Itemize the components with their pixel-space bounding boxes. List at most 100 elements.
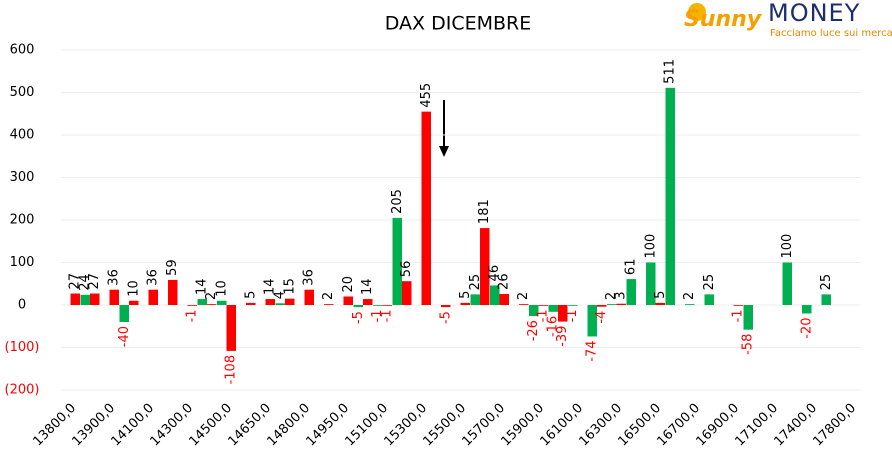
bar [402, 281, 412, 305]
data-label: -39 [555, 326, 570, 347]
bar [519, 304, 529, 305]
bar [538, 305, 548, 306]
bar [119, 305, 129, 322]
y-tick-label: (100) [5, 340, 40, 355]
y-tick-label: 0 [18, 298, 26, 313]
data-label: 511 [663, 59, 678, 84]
bar [665, 87, 675, 305]
data-label: 100 [643, 234, 658, 259]
bar [304, 289, 314, 305]
bar [168, 279, 178, 305]
data-label: 15 [282, 278, 297, 295]
y-tick-label: 400 [10, 128, 35, 143]
data-label: -1 [185, 309, 200, 322]
bar [129, 300, 139, 305]
bar [187, 305, 197, 306]
bar [821, 294, 831, 305]
data-label: -20 [799, 318, 814, 339]
data-label: 5 [653, 291, 668, 299]
y-tick-label: 100 [10, 255, 35, 270]
data-label: 36 [146, 269, 161, 286]
data-label: 5 [458, 291, 473, 299]
bar [568, 305, 578, 306]
bar [802, 305, 812, 314]
bar [148, 289, 158, 305]
data-label: -74 [585, 340, 600, 361]
data-label: -4 [594, 311, 609, 324]
data-label: 10 [126, 280, 141, 297]
bar [529, 305, 539, 317]
logo: Sunny MONEY Facciamo luce sui mercati [684, 0, 892, 39]
y-tick-label: 500 [10, 85, 35, 100]
bar [353, 305, 363, 308]
data-label: -26 [526, 320, 541, 341]
bar [265, 299, 275, 305]
data-label: 24 [78, 274, 93, 291]
logo-brand: MONEY [768, 0, 860, 27]
data-label: -58 [741, 334, 756, 355]
data-label: 205 [390, 189, 405, 214]
data-label: 14 [360, 279, 375, 296]
data-label: -40 [117, 326, 132, 347]
chart-title: DAX DICEMBRE [385, 13, 532, 35]
bar [90, 293, 100, 305]
bar [499, 293, 509, 305]
data-label: 27 [68, 273, 83, 290]
bar [646, 262, 656, 305]
data-label: 2 [204, 292, 219, 300]
logo-brand: Sunny [684, 7, 763, 32]
bar [685, 304, 695, 305]
bar [441, 305, 451, 308]
bar [470, 294, 480, 305]
arrow [439, 100, 449, 157]
bar [324, 304, 334, 305]
data-label: 2 [604, 292, 619, 300]
bar [80, 294, 90, 305]
data-label: 181 [477, 199, 492, 224]
data-label: -1 [731, 309, 746, 322]
bar [226, 305, 236, 351]
bar [490, 285, 500, 305]
bar [597, 305, 607, 307]
x-tick-label: 17800,0 [810, 401, 859, 450]
data-label: -16 [546, 316, 561, 337]
bar [548, 305, 558, 312]
data-label: 5 [243, 291, 258, 299]
data-label: 100 [780, 234, 795, 259]
bar [207, 304, 217, 305]
data-label: 4 [273, 291, 288, 299]
y-tick-label: 600 [10, 43, 35, 58]
bar [587, 305, 597, 337]
bar [480, 228, 490, 305]
bar [704, 294, 714, 305]
bar [607, 304, 617, 305]
bar [733, 305, 743, 306]
bar [70, 293, 80, 305]
data-label: -5 [438, 311, 453, 324]
data-label: -1 [536, 309, 551, 322]
data-label: 36 [302, 269, 317, 286]
data-label: 25 [468, 274, 483, 291]
data-label: -108 [224, 355, 239, 385]
bar [109, 289, 119, 305]
data-label: 14 [195, 279, 210, 296]
data-label: 27 [87, 273, 102, 290]
data-label: 14 [263, 279, 278, 296]
y-tick-label: 300 [10, 170, 35, 185]
bar [343, 296, 353, 305]
bar [373, 305, 383, 306]
data-label: 36 [107, 269, 122, 286]
data-label: 25 [819, 274, 834, 291]
bar [382, 305, 392, 306]
data-label: 59 [165, 259, 180, 276]
data-label: 25 [702, 274, 717, 291]
data-label: 2 [516, 292, 531, 300]
bar [421, 111, 431, 305]
data-label: 3 [614, 291, 629, 299]
data-label: -1 [380, 309, 395, 322]
bar [626, 279, 636, 305]
data-label: 2 [321, 292, 336, 300]
bar [217, 300, 227, 305]
y-tick-label: (200) [5, 383, 40, 398]
